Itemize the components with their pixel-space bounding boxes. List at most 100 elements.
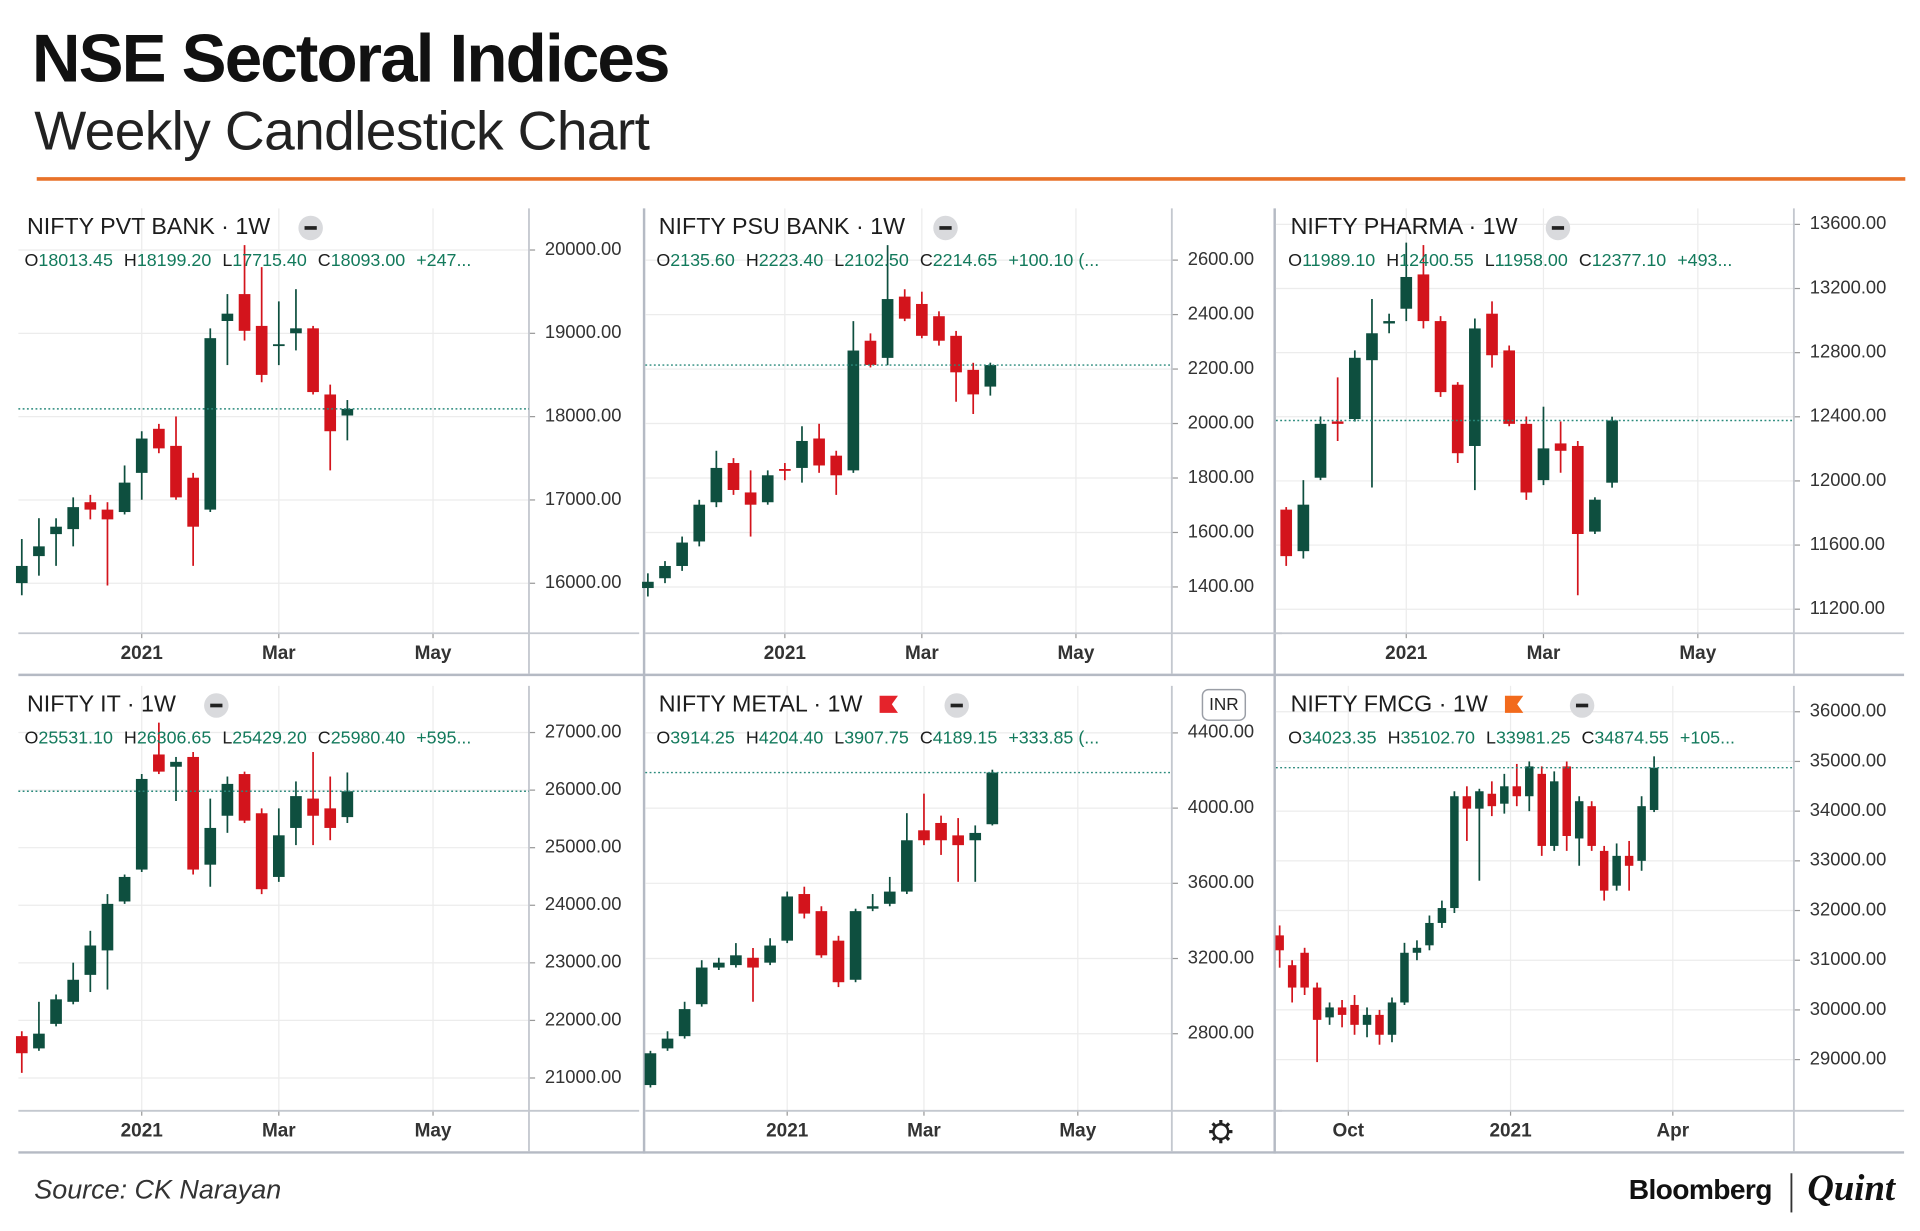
candle-body (221, 783, 234, 816)
candle-body (866, 906, 879, 909)
candle-body (1350, 1004, 1359, 1025)
candle-body (33, 1033, 45, 1049)
ohlc-label: C (318, 250, 331, 270)
partner-logo: Quint (1807, 1167, 1897, 1208)
panel: 16000.00 17000.00 18000.00 19000.00 20000.00… (15, 208, 640, 674)
ohlc-label: H (124, 250, 137, 270)
hide-button-icon (1575, 703, 1589, 708)
candle-body (1437, 908, 1447, 923)
ohlc-value: 3914.25 (670, 727, 735, 747)
candle-body (238, 774, 251, 821)
candle-body (101, 509, 114, 520)
ohlc-values: O3914.25 H4204.40 L3907.75 C4189.15 +333.85 … (656, 727, 1099, 747)
candle-body (204, 338, 217, 510)
candle-body (153, 754, 165, 772)
x-tick-label: May (1057, 643, 1094, 664)
hide-button-icon (950, 703, 963, 708)
ohlc-label: C (1581, 727, 1594, 747)
candle-body (779, 469, 791, 471)
candle-body (710, 467, 723, 503)
ohlc-values: O34023.35 H35102.70 L33981.25 C34874.55 +105… (1288, 727, 1735, 747)
candle-body (764, 945, 776, 963)
candle-body (1612, 855, 1621, 886)
candle-body (1331, 421, 1344, 424)
candle-body (135, 778, 148, 870)
candle-body (67, 507, 80, 530)
candle-body (952, 835, 964, 846)
candle-body (33, 546, 45, 557)
ohlc-value: 18013.45 (38, 250, 113, 270)
candle-body (678, 1009, 691, 1037)
ohlc-value: 2135.60 (670, 250, 735, 270)
candle-body (255, 325, 268, 375)
panel-title: NIFTY IT · 1W (27, 691, 176, 717)
source-note: Source: CK Narayan (34, 1175, 281, 1205)
settings-button[interactable] (1209, 1119, 1233, 1144)
candle-body (1525, 766, 1534, 797)
candle-body (1425, 922, 1434, 946)
panel: 1400.00 1600.00 1800.00 2000.00 2200.00 2400.… (642, 208, 1283, 674)
y-tick-label: 25000.00 (545, 836, 622, 857)
y-tick-label: 36000.00 (1810, 700, 1887, 721)
candle-body (1366, 333, 1378, 361)
candle-body (659, 565, 671, 579)
ohlc-label: O (24, 727, 38, 747)
candle-body (864, 340, 877, 365)
candle-body (1417, 274, 1430, 322)
ohlc-value: 12377.10 (1592, 250, 1667, 270)
candle-body (744, 492, 757, 505)
y-tick-label: 2800.00 (1188, 1022, 1254, 1043)
candle-body (1562, 766, 1571, 836)
candle-body (1649, 767, 1659, 810)
candle-body (1451, 384, 1464, 454)
candle-body (969, 832, 982, 841)
ohlc-value: 18093.00 (331, 250, 406, 270)
ohlc-change: +247... (416, 250, 471, 270)
candle-body (221, 313, 234, 321)
candle-body (730, 955, 742, 966)
candle-body (813, 438, 825, 466)
x-tick-label: 2021 (766, 1121, 809, 1142)
ohlc-value: 11958.00 (1495, 250, 1568, 270)
ohlc-value: 4189.15 (933, 727, 998, 747)
ohlc-value: 25531.10 (38, 727, 113, 747)
candle-body (15, 1036, 28, 1054)
candle-body (204, 827, 217, 865)
ohlc-change: +493... (1677, 250, 1732, 270)
ohlc-value: 34874.55 (1594, 727, 1669, 747)
candle-body (1475, 791, 1484, 809)
candle-body (883, 891, 896, 904)
candle-body (1571, 445, 1584, 535)
candle-body (1325, 1007, 1334, 1018)
candle-body (170, 761, 182, 767)
candle-body (1462, 796, 1472, 809)
flag-icon (879, 695, 898, 713)
candle-body (1537, 773, 1547, 846)
y-tick-label: 4000.00 (1188, 796, 1254, 817)
candle-body (849, 911, 862, 980)
y-tick-label: 27000.00 (545, 720, 622, 741)
ohlc-label: H (746, 250, 759, 270)
x-tick-label: May (415, 643, 452, 664)
candle-body (950, 335, 962, 373)
candle-body (255, 813, 268, 890)
candle-body (1487, 793, 1497, 807)
x-tick-label: Mar (262, 1121, 296, 1142)
y-tick-label: 16000.00 (545, 571, 622, 592)
ohlc-value: 33981.25 (1496, 727, 1571, 747)
candle-body (1387, 1002, 1397, 1035)
ohlc-value: 25980.40 (331, 727, 406, 747)
y-tick-label: 12800.00 (1810, 341, 1887, 362)
candle-body (1574, 801, 1584, 839)
y-tick-label: 23000.00 (545, 951, 622, 972)
candle-body (881, 299, 894, 358)
candle-body (1275, 935, 1284, 951)
candle-body (916, 303, 928, 336)
ohlc-label: O (24, 250, 38, 270)
ohlc-value: 4204.40 (759, 727, 824, 747)
candle-body (695, 967, 708, 1005)
candle-body (918, 830, 930, 841)
candle-body (1412, 947, 1422, 953)
